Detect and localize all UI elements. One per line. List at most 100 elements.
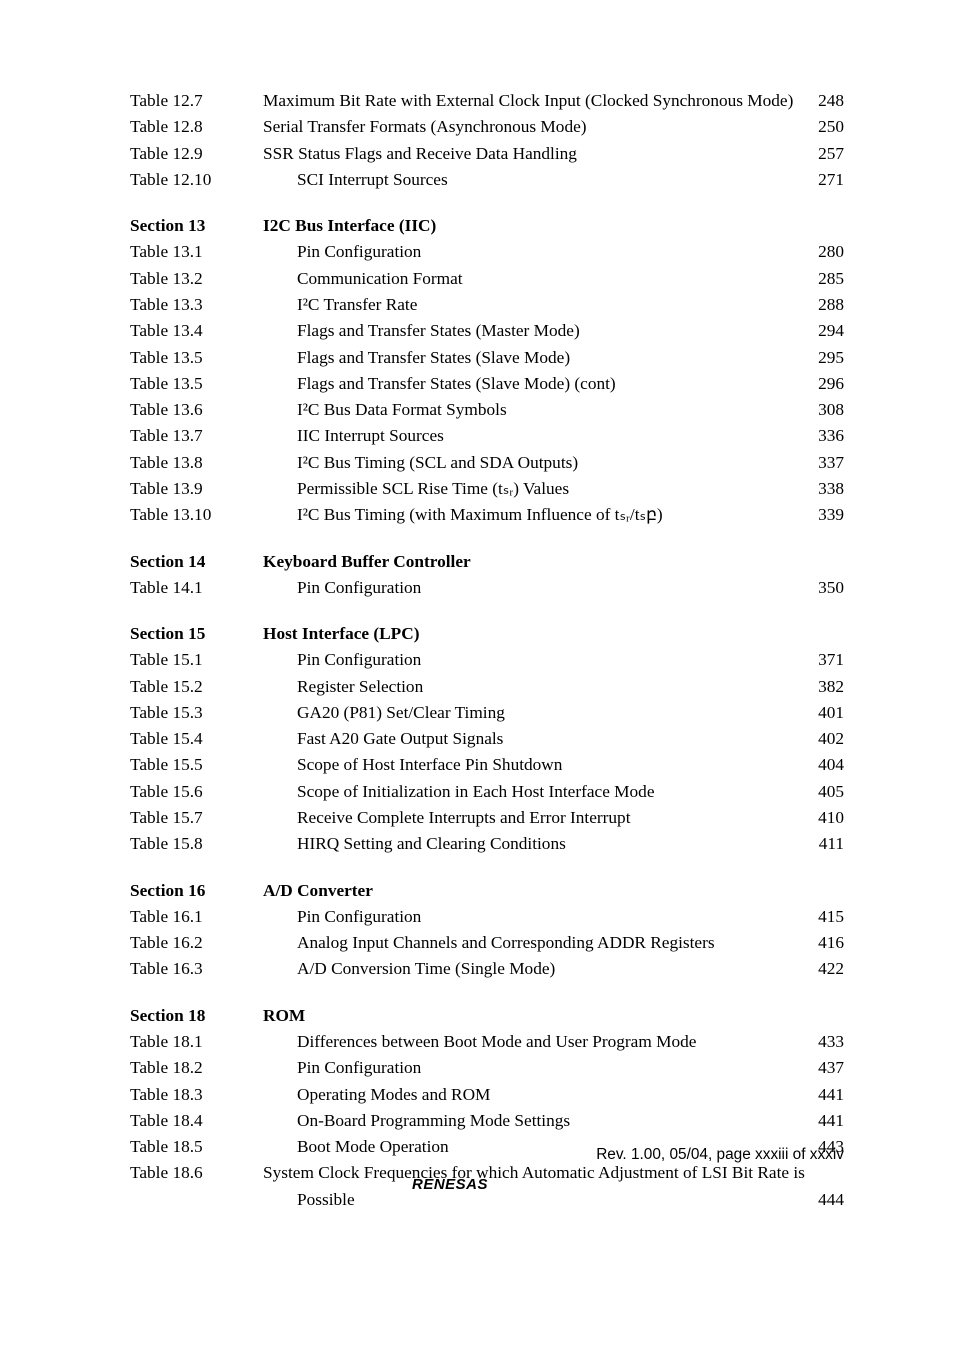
toc-entry: Table 15.4Fast A20 Gate Output Signals40… — [130, 726, 844, 752]
toc-entry: Table 12.7Maximum Bit Rate with External… — [130, 88, 844, 114]
toc-label: Table 15.6 — [130, 779, 263, 805]
page-footer: Rev. 1.00, 05/04, page xxxiii of xxxiv R… — [130, 1146, 844, 1203]
toc-label: Section 14 — [130, 549, 263, 575]
toc-page-number: 371 — [816, 647, 844, 673]
toc-title: Register Selection — [263, 674, 423, 700]
toc-page-number: 288 — [816, 292, 844, 318]
toc-page-number: 339 — [816, 502, 844, 528]
table-of-contents: Table 12.7Maximum Bit Rate with External… — [130, 88, 844, 1213]
toc-title: Host Interface (LPC) — [263, 621, 419, 647]
toc-title: Flags and Transfer States (Slave Mode) (… — [263, 371, 616, 397]
toc-label: Table 13.6 — [130, 397, 263, 423]
toc-title: Permissible SCL Rise Time (tₛᵣ) Values — [263, 476, 569, 502]
toc-section-heading: Section 16A/D Converter — [130, 878, 844, 904]
toc-page-number: 308 — [816, 397, 844, 423]
toc-title: Pin Configuration — [263, 647, 421, 673]
toc-label: Table 18.1 — [130, 1029, 263, 1055]
toc-label: Section 15 — [130, 621, 263, 647]
toc-page-number: 441 — [816, 1108, 844, 1134]
toc-label: Table 13.9 — [130, 476, 263, 502]
toc-entry: Table 16.3A/D Conversion Time (Single Mo… — [130, 956, 844, 982]
toc-entry: Table 15.2Register Selection382 — [130, 674, 844, 700]
toc-section-heading: Section 18ROM — [130, 1003, 844, 1029]
toc-page-number: 336 — [816, 423, 844, 449]
toc-label: Table 12.10 — [130, 167, 263, 193]
toc-entry: Table 16.1Pin Configuration415 — [130, 904, 844, 930]
toc-title: Flags and Transfer States (Master Mode) — [263, 318, 580, 344]
toc-entry: Table 13.5Flags and Transfer States (Sla… — [130, 345, 844, 371]
toc-title: I2C Bus Interface (IIC) — [263, 213, 436, 239]
toc-page-number: 350 — [816, 575, 844, 601]
toc-label: Table 16.1 — [130, 904, 263, 930]
section-gap — [130, 193, 844, 203]
toc-title: GA20 (P81) Set/Clear Timing — [263, 700, 505, 726]
toc-title: Pin Configuration — [263, 1055, 421, 1081]
toc-label: Table 13.2 — [130, 266, 263, 292]
toc-title: IIC Interrupt Sources — [263, 423, 444, 449]
toc-page-number: 410 — [816, 805, 844, 831]
toc-label: Table 18.3 — [130, 1082, 263, 1108]
toc-entry: Table 13.6I²C Bus Data Format Symbols308 — [130, 397, 844, 423]
toc-title: Serial Transfer Formats (Asynchronous Mo… — [263, 114, 587, 140]
toc-label: Table 15.7 — [130, 805, 263, 831]
toc-entry: Table 15.1Pin Configuration371 — [130, 647, 844, 673]
toc-title: Pin Configuration — [263, 239, 421, 265]
toc-entry: Table 13.8I²C Bus Timing (SCL and SDA Ou… — [130, 450, 844, 476]
toc-label: Table 15.8 — [130, 831, 263, 857]
toc-label: Table 13.8 — [130, 450, 263, 476]
toc-page-number: 441 — [816, 1082, 844, 1108]
toc-page-number: 411 — [817, 831, 844, 857]
toc-label: Section 13 — [130, 213, 263, 239]
toc-page-number: 337 — [816, 450, 844, 476]
toc-page-number: 295 — [816, 345, 844, 371]
toc-label: Table 12.7 — [130, 88, 263, 114]
toc-title: Keyboard Buffer Controller — [263, 549, 471, 575]
toc-page-number: 401 — [816, 700, 844, 726]
toc-entry: Table 18.4On-Board Programming Mode Sett… — [130, 1108, 844, 1134]
toc-title: Maximum Bit Rate with External Clock Inp… — [263, 88, 793, 114]
toc-label: Table 18.4 — [130, 1108, 263, 1134]
toc-page-number: 285 — [816, 266, 844, 292]
toc-label: Table 16.3 — [130, 956, 263, 982]
toc-title: Flags and Transfer States (Slave Mode) — [263, 345, 570, 371]
toc-page-number: 416 — [816, 930, 844, 956]
toc-label: Section 18 — [130, 1003, 263, 1029]
toc-entry: Table 15.7Receive Complete Interrupts an… — [130, 805, 844, 831]
svg-text:RENESAS: RENESAS — [412, 1176, 488, 1193]
toc-entry: Table 13.2Communication Format 285 — [130, 266, 844, 292]
section-gap — [130, 983, 844, 993]
toc-title: Communication Format — [263, 266, 463, 292]
toc-title: Scope of Initialization in Each Host Int… — [263, 779, 655, 805]
toc-page-number: 257 — [816, 141, 844, 167]
toc-label: Table 16.2 — [130, 930, 263, 956]
toc-entry: Table 13.4Flags and Transfer States (Mas… — [130, 318, 844, 344]
toc-section-heading: Section 15Host Interface (LPC) — [130, 621, 844, 647]
toc-title: A/D Converter — [263, 878, 373, 904]
toc-page-number: 433 — [816, 1029, 844, 1055]
toc-entry: Table 14.1Pin Configuration350 — [130, 575, 844, 601]
toc-entry: Table 16.2Analog Input Channels and Corr… — [130, 930, 844, 956]
toc-title: On-Board Programming Mode Settings — [263, 1108, 570, 1134]
toc-page-number: 250 — [816, 114, 844, 140]
toc-title: Operating Modes and ROM — [263, 1082, 490, 1108]
toc-page-number: 437 — [816, 1055, 844, 1081]
toc-entry: Table 12.10SCI Interrupt Sources271 — [130, 167, 844, 193]
renesas-logo-icon: RENESAS — [412, 1170, 562, 1198]
toc-page-number: 280 — [816, 239, 844, 265]
revision-text: Rev. 1.00, 05/04, page xxxiii of xxxiv — [130, 1146, 844, 1164]
section-gap — [130, 858, 844, 868]
toc-page-number: 404 — [816, 752, 844, 778]
renesas-logo: RENESAS — [130, 1170, 844, 1203]
toc-title: A/D Conversion Time (Single Mode) — [263, 956, 555, 982]
toc-title: ROM — [263, 1003, 305, 1029]
toc-title: Fast A20 Gate Output Signals — [263, 726, 503, 752]
toc-page-number: 422 — [816, 956, 844, 982]
toc-label: Table 13.1 — [130, 239, 263, 265]
toc-label: Table 13.5 — [130, 371, 263, 397]
toc-page-number: 415 — [816, 904, 844, 930]
toc-label: Table 13.7 — [130, 423, 263, 449]
toc-page-number: 402 — [816, 726, 844, 752]
toc-entry: Table 12.8Serial Transfer Formats (Async… — [130, 114, 844, 140]
toc-label: Table 15.3 — [130, 700, 263, 726]
toc-entry: Table 13.9Permissible SCL Rise Time (tₛᵣ… — [130, 476, 844, 502]
